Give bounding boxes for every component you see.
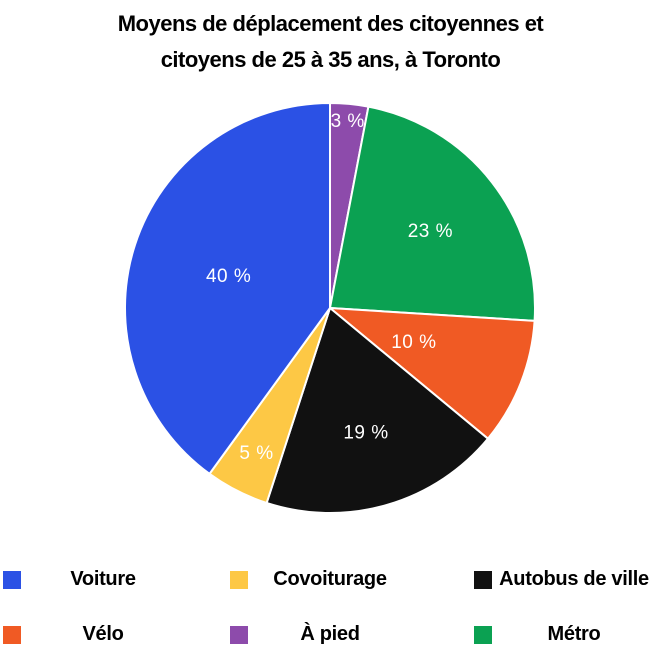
pie-slice-metro xyxy=(329,105,537,322)
pie-slice-autobus-de-ville xyxy=(265,307,489,514)
legend-item-voiture: Voiture xyxy=(0,552,227,607)
legend-item-a-pied: À pied xyxy=(227,607,471,662)
legend-item-label: Vélo xyxy=(82,623,124,645)
legend-item-autobus-de-ville: Autobus de ville xyxy=(471,552,661,607)
chart-title-line-1: Moyens de déplacement des citoyennes et xyxy=(117,11,544,36)
pie-slice-value-label-voiture: 40 % xyxy=(206,266,251,287)
pie-slice-value-label-metro: 23 % xyxy=(408,221,453,242)
legend-item-covoiturage: Covoiturage xyxy=(227,552,471,607)
legend-item-label: Autobus de ville xyxy=(499,568,649,590)
legend-swatch-voiture xyxy=(3,570,21,589)
legend-item-metro: Métro xyxy=(471,607,661,662)
legend-item-label: Covoiturage xyxy=(273,568,387,590)
chart-title-line-2: citoyens de 25 à 35 ans, à Toronto xyxy=(160,47,501,72)
legend-swatch-a-pied xyxy=(230,625,248,644)
legend-swatch-velo xyxy=(3,625,21,644)
legend-item-label: Voiture xyxy=(70,568,136,590)
pie-slice-value-label-a-pied: 3 % xyxy=(331,111,365,132)
legend-swatch-covoiturage xyxy=(230,570,248,589)
legend-swatch-autobus-de-ville xyxy=(474,570,492,589)
pie-slice-voiture xyxy=(124,102,331,475)
legend-item-velo: Vélo xyxy=(0,607,227,662)
pie-slice-velo xyxy=(329,307,536,440)
legend-item-label: À pied xyxy=(300,623,360,645)
pie-slice-value-label-autobus-de-ville: 19 % xyxy=(343,423,388,444)
legend: Voiture Covoiturage Autobus de ville Vél… xyxy=(0,552,661,662)
legend-item-label: Métro xyxy=(547,623,601,645)
pie-slice-value-label-covoiturage: 5 % xyxy=(239,443,273,464)
legend-swatch-metro xyxy=(474,625,492,644)
chart-title: Moyens de déplacement des citoyennes et … xyxy=(0,6,661,78)
pie-slice-value-label-velo: 10 % xyxy=(391,332,436,353)
